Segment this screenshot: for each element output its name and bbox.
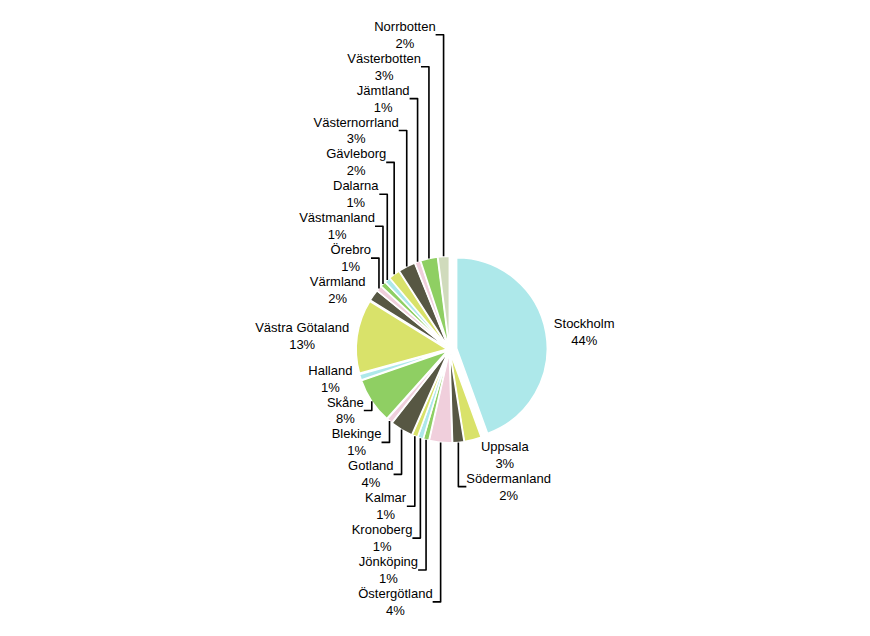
svg-text:Kalmar1%: Kalmar1% [365, 490, 407, 522]
svg-text:Västra Götaland13%: Västra Götaland13% [255, 320, 349, 352]
svg-text:Värmland2%: Värmland2% [310, 274, 366, 306]
svg-text:Östergötland4%: Östergötland4% [358, 586, 432, 618]
svg-text:Gävleborg2%: Gävleborg2% [326, 146, 386, 178]
svg-text:Södermanland2%: Södermanland2% [466, 471, 551, 503]
svg-text:Jämtland1%: Jämtland1% [357, 83, 410, 115]
svg-text:Stockholm44%: Stockholm44% [554, 316, 615, 348]
svg-text:Uppsala3%: Uppsala3% [481, 439, 529, 471]
svg-text:Västmanland1%: Västmanland1% [299, 210, 375, 242]
svg-text:Halland1%: Halland1% [308, 363, 352, 395]
svg-text:Blekinge1%: Blekinge1% [332, 426, 382, 458]
svg-text:Örebro1%: Örebro1% [331, 242, 371, 274]
svg-text:Norrbotten2%: Norrbotten2% [374, 19, 435, 51]
svg-text:Kronoberg1%: Kronoberg1% [352, 522, 413, 554]
svg-text:Gotland4%: Gotland4% [348, 458, 394, 490]
svg-text:Västernorrland3%: Västernorrland3% [313, 115, 398, 147]
svg-text:Jönköping1%: Jönköping1% [359, 554, 418, 586]
svg-text:Dalarna1%: Dalarna1% [333, 178, 379, 210]
svg-text:Västerbotten3%: Västerbotten3% [347, 51, 421, 83]
svg-text:Skåne8%: Skåne8% [327, 395, 364, 427]
